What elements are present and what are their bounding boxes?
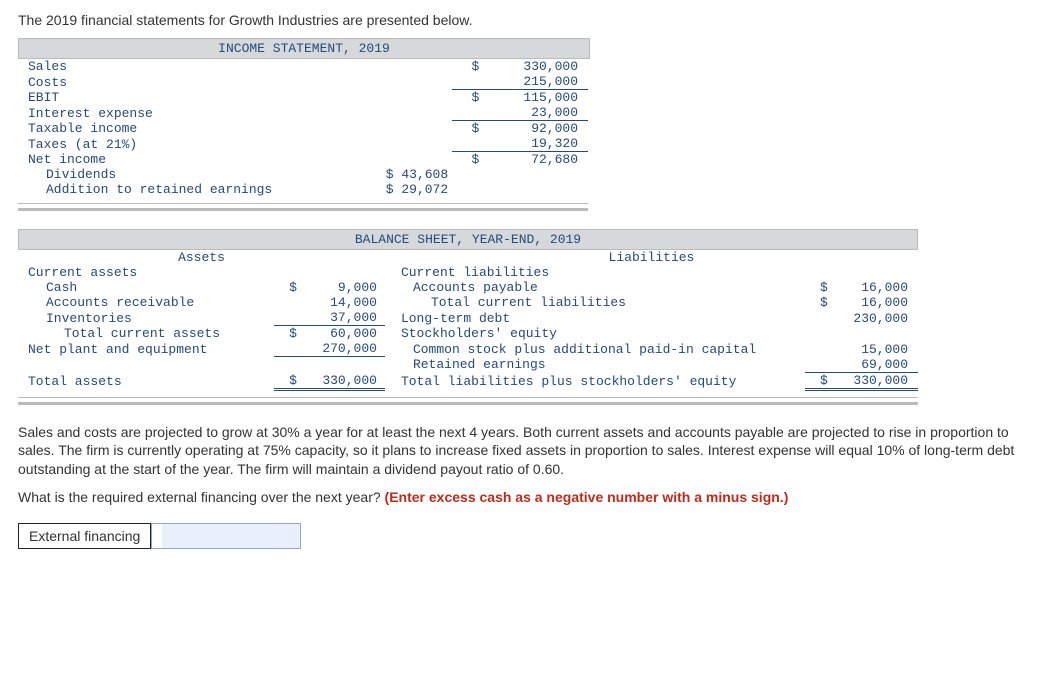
table-row: Total current assets $ 60,000 Stockholde…: [18, 326, 918, 342]
table-row: Taxable income $ 92,000: [18, 121, 588, 137]
table-row: Dividends $ 43,608: [18, 167, 588, 182]
table-row: Current assets Current liabilities: [18, 265, 918, 280]
divider: [18, 203, 588, 211]
table-row: Costs 215,000: [18, 74, 588, 90]
table-row: Retained earnings 69,000: [18, 357, 918, 373]
table-row: Interest expense 23,000: [18, 105, 588, 121]
table-row: Addition to retained earnings $ 29,072: [18, 182, 588, 197]
question-emphasis: (Enter excess cash as a negative number …: [385, 489, 789, 505]
answer-label: External financing: [18, 523, 151, 549]
bs-header-row: Assets Liabilities: [18, 250, 918, 265]
table-row: Net plant and equipment 270,000 Common s…: [18, 341, 918, 357]
bs-title: BALANCE SHEET, YEAR-END, 2019: [18, 229, 918, 250]
table-row: Net income $ 72,680: [18, 152, 588, 168]
table-row: Accounts receivable 14,000 Total current…: [18, 295, 918, 310]
liabilities-header: Liabilities: [385, 250, 918, 265]
table-row: Cash $ 9,000 Accounts payable $ 16,000: [18, 280, 918, 295]
external-financing-input[interactable]: [162, 523, 301, 549]
income-table: Sales $ 330,000 Costs 215,000 EBIT $ 115…: [18, 59, 588, 197]
bs-table: Assets Liabilities Current assets Curren…: [18, 250, 918, 391]
divider: [18, 397, 918, 405]
income-statement: INCOME STATEMENT, 2019 Sales $ 330,000 C…: [18, 38, 1034, 211]
input-caret-icon: [151, 523, 162, 549]
table-row: EBIT $ 115,000: [18, 90, 588, 106]
answer-row: External financing: [18, 523, 1034, 549]
row-label: Sales: [18, 59, 365, 74]
table-row: Total assets $ 330,000 Total liabilities…: [18, 372, 918, 389]
income-title: INCOME STATEMENT, 2019: [18, 38, 590, 59]
table-row: Sales $ 330,000: [18, 59, 588, 74]
question-lead: What is the required external financing …: [18, 489, 385, 505]
question-text: What is the required external financing …: [18, 489, 1034, 505]
assumptions-text: Sales and costs are projected to grow at…: [18, 423, 1034, 480]
answer-input-wrap: [151, 523, 301, 549]
intro-text: The 2019 financial statements for Growth…: [18, 12, 1034, 28]
balance-sheet: BALANCE SHEET, YEAR-END, 2019 Assets Lia…: [18, 229, 918, 405]
table-row: Inventories 37,000 Long-term debt 230,00…: [18, 310, 918, 326]
assets-header: Assets: [18, 250, 385, 265]
table-row: Taxes (at 21%) 19,320: [18, 136, 588, 152]
